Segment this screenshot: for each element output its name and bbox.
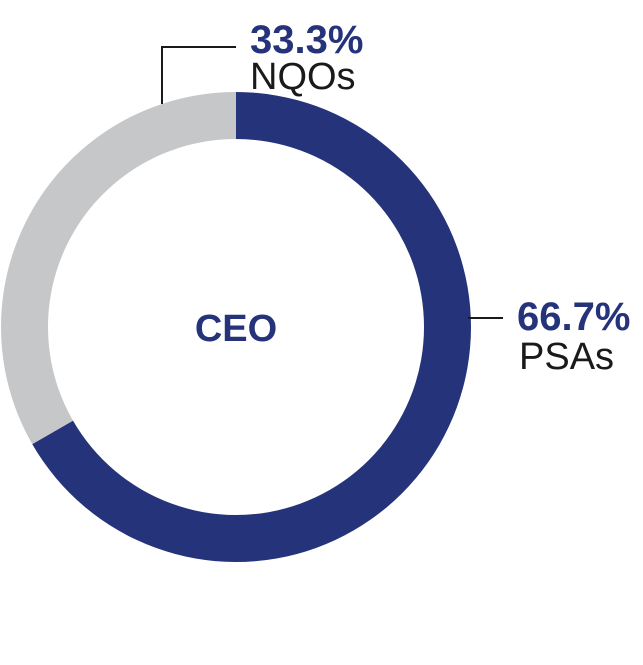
nqos-name-label: NQOs [250, 56, 356, 98]
psas-name-label: PSAs [519, 336, 614, 378]
donut-slice-nqos [1, 92, 236, 445]
psas-percent-label: 66.7% [517, 295, 630, 339]
donut-slices [1, 92, 472, 562]
nqos-percent-label: 33.3% [250, 18, 363, 62]
center-label: CEO [195, 308, 277, 350]
nqos-leader-line [161, 46, 236, 104]
